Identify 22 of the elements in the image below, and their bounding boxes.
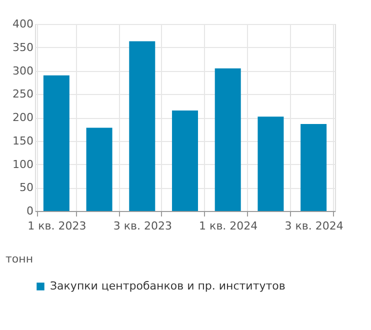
bar [300, 124, 327, 211]
x-tick-label: 3 кв. 2024 [284, 220, 344, 232]
y-tick-label: 0 [26, 204, 34, 218]
y-tick-label: 350 [12, 40, 34, 54]
x-tick-label: 3 кв. 2023 [113, 220, 172, 232]
y-tick-label: 50 [20, 181, 34, 194]
x-tick-label: 1 кв. 2023 [28, 220, 86, 232]
y-tick-label: 300 [12, 64, 34, 78]
y-tick-label: 150 [12, 134, 34, 148]
y-axis-title: тонн [6, 252, 34, 266]
bar [129, 41, 156, 211]
legend-label: Закупки центробанков и пр. институтов [50, 280, 286, 292]
bar [258, 116, 284, 211]
bar [214, 68, 241, 211]
x-tick-label: 1 кв. 2024 [199, 220, 258, 232]
bar [43, 75, 70, 211]
y-tick-label: 100 [12, 158, 34, 171]
bar [172, 110, 198, 211]
y-tick-label: 250 [12, 88, 34, 101]
bar [86, 128, 112, 211]
y-tick-label: 200 [12, 111, 34, 124]
y-tick-label: 400 [12, 18, 34, 30]
